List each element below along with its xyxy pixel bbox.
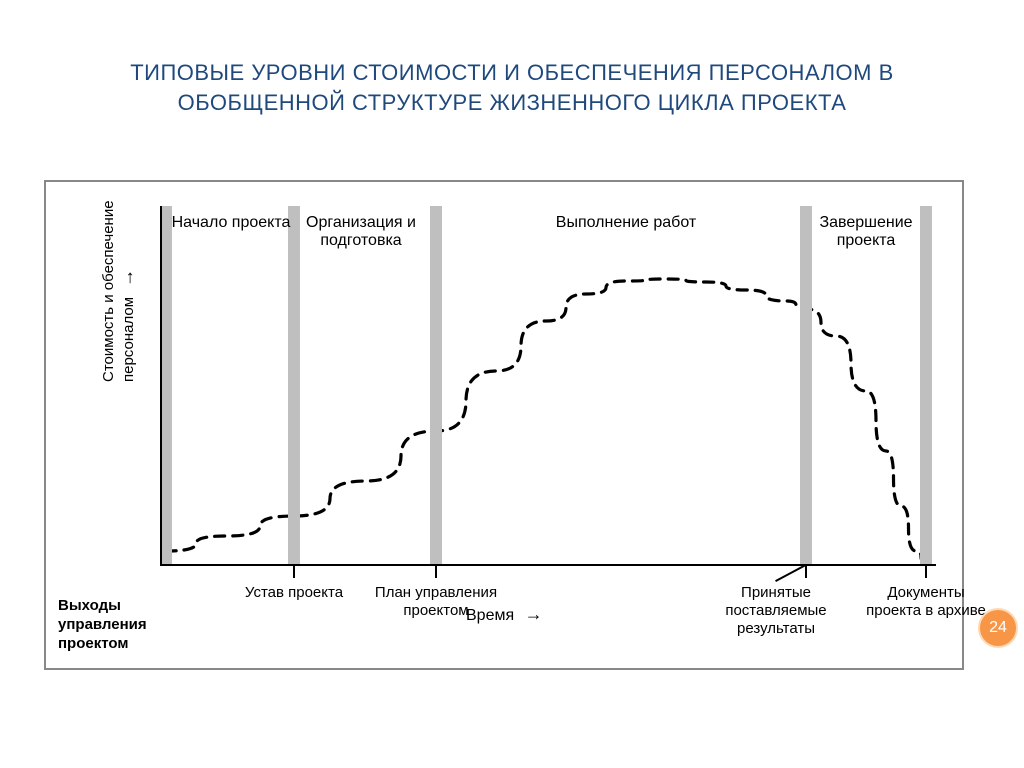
- y-axis-label: Стоимость и обеспечение персоналом →: [100, 112, 138, 382]
- y-axis-text: Стоимость и обеспечение персоналом: [100, 200, 137, 382]
- output-label: План управления проектом: [346, 584, 526, 620]
- curve-svg: [166, 206, 936, 596]
- divider-bar: [800, 206, 812, 564]
- divider-bar: [430, 206, 442, 564]
- phase-label: Организация и подготовка: [286, 214, 436, 250]
- phase-label: Начало проекта: [171, 214, 291, 232]
- y-axis: [160, 206, 162, 566]
- tick-mark: [293, 564, 295, 578]
- output-label: Документы проекта в архиве: [866, 584, 986, 620]
- x-axis: [160, 564, 936, 566]
- outputs-title: Выходы управления проектом: [58, 597, 158, 653]
- tick-mark: [435, 564, 437, 578]
- page-title: ТИПОВЫЕ УРОВНИ СТОИМОСТИ И ОБЕСПЕЧЕНИЯ П…: [50, 58, 974, 117]
- phase-label: Завершение проекта: [806, 214, 926, 250]
- plot-area: Начало проектаОрганизация и подготовка Вы…: [166, 206, 936, 596]
- output-label: Принятые поставляемые результаты: [701, 584, 851, 638]
- arrow-right-icon: →: [117, 269, 137, 287]
- page-number-badge: 24: [978, 608, 1018, 648]
- page-number: 24: [989, 619, 1007, 637]
- divider-bar: [288, 206, 300, 564]
- phase-label: Выполнение работ: [486, 214, 766, 232]
- output-label: Устав проекта: [239, 584, 349, 602]
- cost-staffing-curve: [166, 279, 926, 562]
- tick-mark: [925, 564, 927, 578]
- divider-bar: [920, 206, 932, 564]
- chart-frame: Стоимость и обеспечение персоналом → Вых…: [44, 180, 964, 670]
